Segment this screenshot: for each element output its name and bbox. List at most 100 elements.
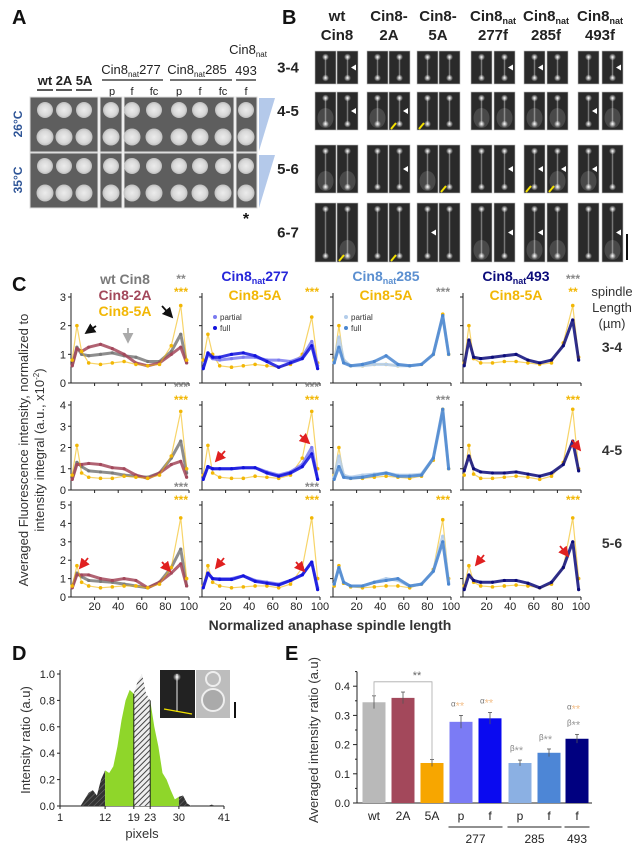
yeast-spot bbox=[123, 128, 141, 146]
yeast-spot bbox=[36, 184, 54, 202]
header-line1: Cin8 bbox=[470, 8, 503, 25]
data-point bbox=[179, 332, 183, 336]
data-point bbox=[229, 365, 234, 370]
spindle-pole bbox=[374, 205, 381, 213]
data-point bbox=[110, 578, 114, 583]
spindle-pole bbox=[585, 94, 592, 102]
arrowhead-marker-icon bbox=[403, 166, 408, 172]
y-tick-label: 1 bbox=[60, 464, 66, 476]
series-line-Cin8-5A bbox=[333, 408, 450, 479]
cell-image bbox=[601, 144, 624, 194]
data-point bbox=[110, 476, 115, 481]
spindle-pole bbox=[531, 94, 538, 102]
group-label: Cin8nat277 bbox=[101, 62, 161, 79]
yeast-spot bbox=[171, 158, 187, 174]
data-point bbox=[538, 361, 542, 365]
data-point bbox=[277, 358, 281, 362]
data-point bbox=[310, 339, 314, 344]
data-point bbox=[169, 343, 174, 348]
data-point bbox=[265, 475, 269, 480]
cell-image bbox=[470, 202, 493, 263]
spindle-pole bbox=[531, 120, 538, 128]
data-point bbox=[561, 565, 565, 570]
data-point bbox=[300, 465, 304, 469]
data-point bbox=[478, 476, 483, 481]
data-point bbox=[577, 469, 581, 473]
data-point bbox=[502, 475, 507, 480]
annotation-arrow-icon bbox=[214, 450, 227, 463]
data-point bbox=[185, 361, 189, 365]
data-point bbox=[241, 355, 245, 359]
legend-full: full bbox=[351, 324, 361, 333]
spindle-pole bbox=[478, 94, 485, 102]
spindle-length-header: (µm) bbox=[599, 316, 626, 331]
cell-image bbox=[336, 50, 359, 85]
spindle-pole bbox=[478, 147, 485, 155]
y-tick-label: 0.2 bbox=[40, 775, 55, 787]
significance-annotation: β** bbox=[539, 733, 553, 746]
cell-image bbox=[366, 50, 389, 85]
spindle-pole bbox=[585, 183, 592, 191]
data-point bbox=[316, 367, 320, 371]
significance-bracket bbox=[373, 681, 433, 760]
spindle-pole bbox=[396, 94, 403, 102]
panel-b-microscopy: wtCin8Cin8-2ACin8-5ACin8nat277fCin8nat28… bbox=[277, 8, 628, 263]
data-point bbox=[332, 361, 336, 365]
x-tick-label: 23 bbox=[144, 812, 156, 824]
spindle-pole bbox=[424, 53, 431, 61]
nucleus-glow bbox=[339, 171, 356, 191]
y-tick-label: 2 bbox=[60, 555, 66, 567]
facet-5-6-4: 20 40 60 80 100 *** bbox=[460, 493, 590, 613]
spindle-pole bbox=[446, 94, 453, 102]
column-title-base: Cin8 bbox=[352, 268, 383, 284]
yeast-spot bbox=[145, 128, 163, 146]
column-title: Cin8nat493 bbox=[482, 268, 549, 286]
annotation-stars: ** bbox=[515, 745, 524, 757]
bracket-stars: ** bbox=[413, 670, 422, 682]
asterisk-mark: * bbox=[243, 211, 250, 228]
data-point bbox=[218, 577, 222, 582]
data-point bbox=[241, 364, 246, 368]
header-line1: wt bbox=[328, 8, 346, 25]
spindle-pole bbox=[424, 252, 431, 260]
data-point bbox=[570, 516, 575, 520]
data-point bbox=[502, 471, 506, 475]
x-tick-label: 60 bbox=[398, 601, 410, 613]
data-point bbox=[526, 472, 530, 476]
data-point bbox=[210, 580, 215, 585]
data-point bbox=[479, 580, 483, 584]
arrowhead-marker-icon bbox=[592, 108, 597, 114]
data-point bbox=[342, 361, 346, 365]
y-tick-label: 5 bbox=[60, 500, 66, 512]
data-point bbox=[157, 582, 162, 586]
spindle-length-header: Length bbox=[592, 300, 632, 315]
x-tick-label: 19 bbox=[128, 812, 140, 824]
yeast-spot bbox=[145, 184, 163, 202]
data-point bbox=[490, 361, 495, 365]
strain-column-header-line2: 2A bbox=[379, 27, 398, 44]
y-axis-title-line2: intensity integral (a.u., x10-2) bbox=[32, 368, 47, 531]
yeast-spot bbox=[103, 102, 119, 118]
data-point bbox=[241, 351, 245, 355]
cell-image bbox=[336, 91, 359, 131]
data-point bbox=[538, 474, 542, 478]
spindle-pole bbox=[585, 205, 592, 213]
legend-title-2: Cin8-2A bbox=[99, 287, 152, 303]
spindle-pole bbox=[531, 252, 538, 260]
legend-marker-partial bbox=[344, 315, 348, 319]
spindle-pole bbox=[478, 183, 485, 191]
spindle-pole bbox=[585, 147, 592, 155]
y-tick-label: 0 bbox=[60, 592, 66, 604]
yellow-arrow-icon bbox=[440, 185, 447, 193]
panel-label-a: A bbox=[12, 7, 26, 29]
data-point bbox=[184, 466, 189, 471]
data-point bbox=[145, 586, 150, 590]
strain-column-header: Cin8nat bbox=[577, 8, 623, 26]
spindle-pole bbox=[344, 147, 351, 155]
spindle-pole bbox=[531, 205, 538, 213]
data-point bbox=[265, 471, 269, 475]
nucleus-glow bbox=[369, 108, 386, 128]
data-point bbox=[87, 578, 91, 583]
data-point bbox=[87, 354, 91, 358]
